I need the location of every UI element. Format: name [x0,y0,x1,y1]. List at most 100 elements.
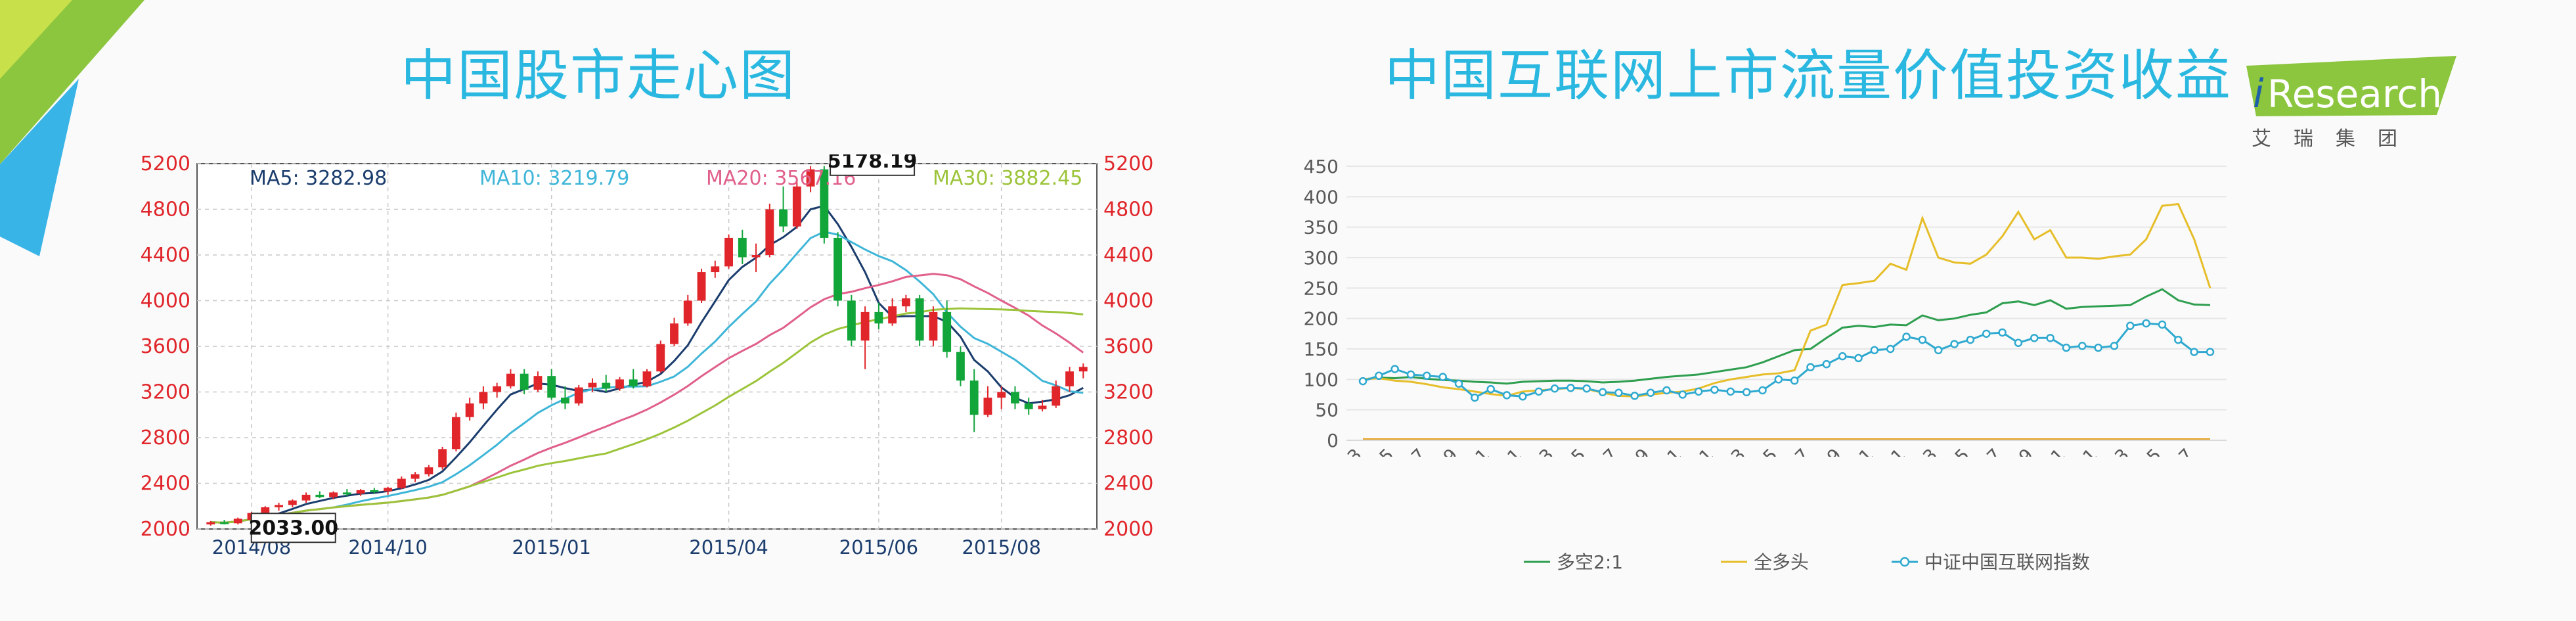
series-point [1406,370,1415,379]
internet-investment-line-chart: 0501001502002503003504004502011-032011-0… [1299,156,2227,457]
series-point [1694,387,1703,396]
series-point [2190,348,2198,356]
candle-body [629,379,638,386]
series-point [2094,343,2102,352]
series-point [1662,386,1671,395]
ma30-line [210,307,1084,524]
low-annotation-label: 2033.00 [248,517,338,540]
candle-body [833,237,843,301]
y-tick-label-right: 4000 [1103,290,1153,313]
legend-marker [1899,557,1910,567]
series-point [1790,376,1799,385]
high-annotation-label: 5178.19 [828,154,918,173]
y-tick-label-left: 4400 [141,244,190,267]
series-point [1758,386,1767,395]
y-tick-label-right: 3200 [1103,381,1153,404]
series-point [1838,352,1847,361]
series-point [2030,334,2039,342]
series-point [1390,365,1399,373]
series-point [2142,319,2150,328]
series-point [1358,377,1367,386]
series-point [1646,388,1655,397]
candle-body [806,169,815,187]
candle-body [888,306,897,324]
candle-body [751,255,761,258]
candle-body [860,311,870,341]
candle-body [738,237,747,258]
candle-body [779,209,788,227]
ma-label: MA5: 3282.98 [250,167,387,190]
candle-body [1052,386,1061,406]
series-point [1454,379,1463,388]
y-tick-label-left: 2800 [141,426,190,449]
y-tick-label-left: 5200 [141,154,190,175]
candle-body [261,507,270,513]
series-point [1806,363,1815,372]
y-tick-label-right: 2800 [1103,426,1153,449]
iresearch-logo: i Research [2246,56,2456,117]
y-tick-label-right: 4400 [1103,244,1153,267]
series-point [1982,329,1991,338]
series-point [1566,384,1575,392]
series-point [1614,388,1623,397]
y-tick-label-left: 2400 [141,472,190,495]
series-point [2174,335,2183,344]
candle-body [342,492,351,495]
y-tick-label-left: 4800 [141,198,190,221]
candle-body [493,386,502,392]
candle-body [533,376,543,390]
candle-body [1024,403,1033,409]
deco-triangle-lime [0,0,72,79]
candle-body [288,500,297,505]
left-chart-title: 中国股市走心图 [401,43,797,108]
series-point [1950,340,1959,348]
y-tick-label-right: 2400 [1103,472,1153,495]
high-annotation-box [830,154,916,176]
candle-body [943,311,952,352]
candle-body [697,272,706,301]
legend-label: 全多头 [1754,551,1809,573]
deco-triangle-green [0,0,144,164]
series-point [1502,391,1511,400]
logo-i: i [2253,71,2264,117]
series-point [2206,348,2215,356]
candle-body [929,311,938,341]
series-point [1774,375,1783,384]
series-point [2062,343,2071,352]
series-point [2046,334,2054,342]
series-point [1822,359,1831,369]
series-point [2126,321,2135,331]
series-point [1710,385,1719,394]
right-chart-title: 中国互联网上市流量价值投资收益 [1385,43,2232,108]
series-point [1998,328,2007,337]
candle-body [356,490,365,494]
logo-research: Research [2267,72,2442,116]
series-point [1582,384,1591,393]
candle-body [683,300,692,324]
series-point [1519,392,1527,401]
candle-body [411,474,420,479]
y-tick-label: 450 [1304,156,1339,177]
candle-body [670,323,678,344]
low-annotation-box [250,513,336,543]
y-tick-label-left: 4000 [141,290,190,313]
candle-body [615,379,624,389]
y-tick-label-right: 3600 [1103,335,1153,358]
candle-body [275,505,283,507]
candle-body [206,522,215,525]
y-tick-label: 400 [1304,186,1339,208]
series-point [1902,333,1911,341]
candle-body [997,392,1006,398]
candle-body [847,300,856,341]
legend-label: 多空2:1 [1557,551,1623,573]
series-point [2078,342,2087,350]
candle-body [792,186,801,227]
y-tick-label: 150 [1304,338,1339,360]
candle-body [656,344,665,372]
y-tick-label: 100 [1304,369,1339,390]
series-point [1438,373,1447,381]
series-point [1678,390,1687,399]
candle-body [588,382,597,388]
candle-body [233,518,242,524]
